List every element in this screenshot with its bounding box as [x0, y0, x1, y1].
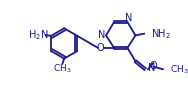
- Text: N: N: [98, 30, 105, 40]
- Text: NH$_2$: NH$_2$: [152, 27, 171, 41]
- Text: N: N: [125, 13, 132, 23]
- Text: N: N: [148, 63, 155, 73]
- Text: CH$_3$: CH$_3$: [170, 63, 188, 75]
- Text: O: O: [149, 61, 157, 71]
- Text: O: O: [97, 43, 105, 53]
- Text: H$_2$N: H$_2$N: [28, 28, 49, 42]
- Text: CH$_3$: CH$_3$: [53, 62, 72, 75]
